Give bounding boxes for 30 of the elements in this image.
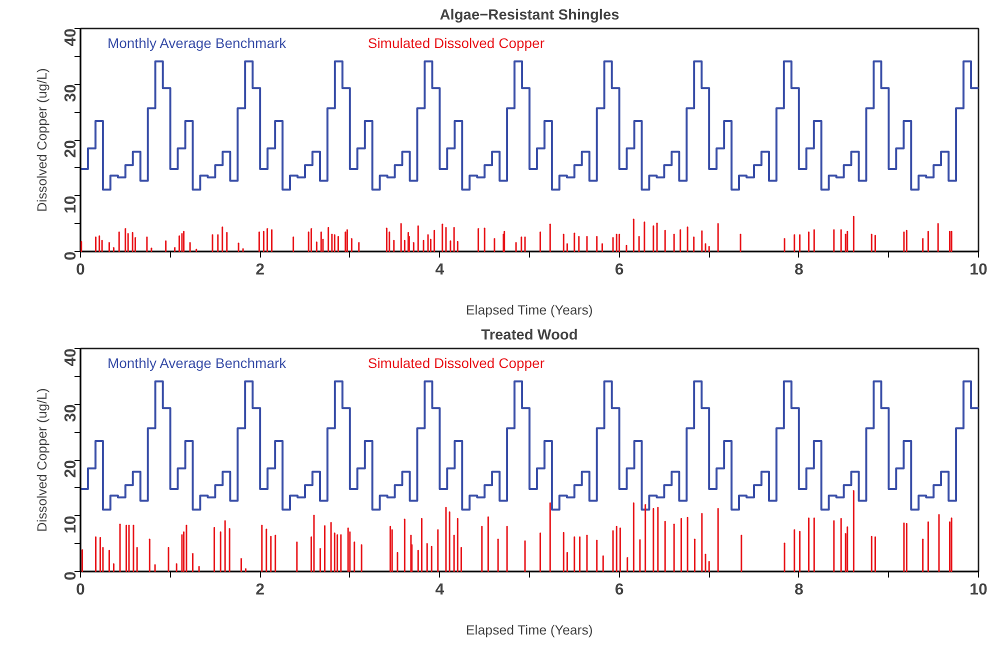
x-axis-title: Elapsed Time (Years) — [466, 302, 593, 318]
x-tick-label: 4 — [435, 582, 444, 598]
x-tick-label: 2 — [256, 262, 265, 278]
text: Simulated Dissolved Copper — [368, 355, 545, 372]
x-tick-label: 6 — [614, 582, 624, 598]
text: Monthly Average Benchmark — [107, 355, 288, 372]
y-tick-label: 20 — [62, 140, 80, 158]
y-tick-label: 20 — [62, 460, 80, 478]
text: Monthly Average Benchmark — [107, 35, 288, 52]
chart-title: Treated Wood — [481, 328, 578, 344]
y-tick-label: 10 — [62, 516, 80, 534]
y-axis-title: Dissolved Copper (ug/L) — [34, 388, 50, 532]
y-axis-title: Dissolved Copper (ug/L) — [34, 68, 50, 212]
y-tick-label: 10 — [62, 196, 80, 214]
text: Simulated Dissolved Copper — [368, 35, 545, 52]
y-tick-label: 0 — [62, 571, 80, 580]
chart-title: Algae−Resistant Shingles — [440, 8, 620, 24]
x-axis-title: Elapsed Time (Years) — [466, 622, 593, 638]
x-tick-label: 8 — [794, 262, 804, 278]
y-tick-label: 40 — [62, 28, 80, 46]
x-tick-label: 8 — [794, 582, 804, 598]
y-tick-label: 30 — [62, 404, 80, 422]
x-tick-label: 10 — [970, 262, 988, 278]
y-tick-label: 40 — [62, 348, 80, 366]
x-tick-label: 2 — [256, 582, 265, 598]
x-tick-label: 4 — [435, 262, 444, 278]
y-tick-label: 30 — [62, 84, 80, 102]
y-tick-label: 0 — [62, 251, 80, 260]
x-tick-label: 10 — [970, 582, 988, 598]
x-tick-label: 6 — [614, 262, 624, 278]
